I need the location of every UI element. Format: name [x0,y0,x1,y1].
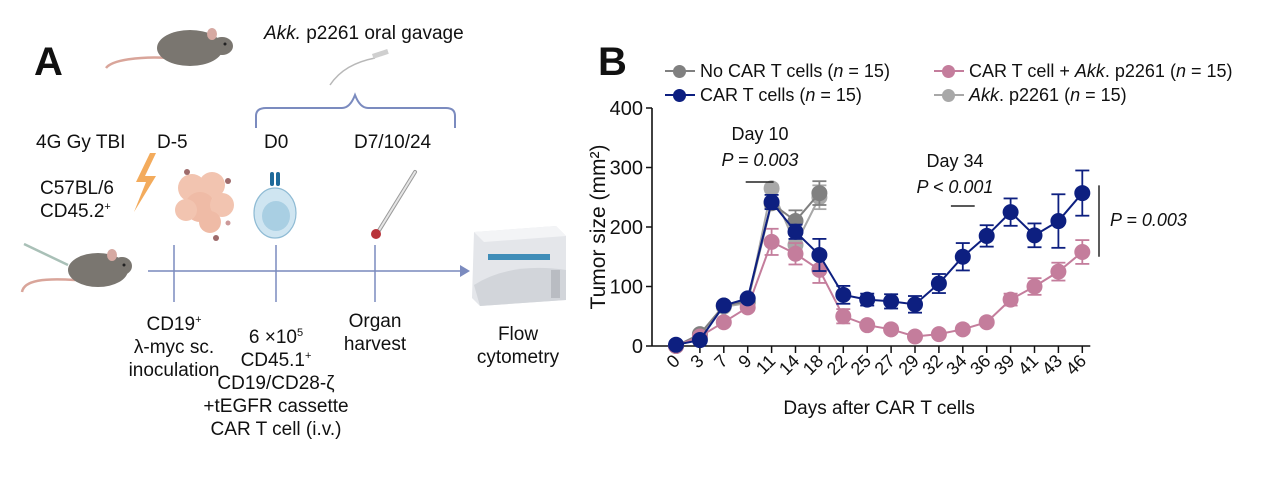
y-axis-title: Tumor size (mm²) [587,145,610,310]
day34-label: Day 34 [926,151,983,171]
car-t-cell-icon [253,172,297,239]
legend-item-akk: Akk. p2261 (n = 15) [934,84,1127,107]
y-tick-label: 200 [610,217,643,239]
series-car-t-cells-n-15- [668,169,1091,353]
data-point [859,291,876,308]
legend-marker [665,89,695,102]
timepoint-d-minus-5: D-5 [157,132,188,153]
step-car-t-infusion: 6 ×105 CD45.1+ CD19/CD28-ζ +tEGFR casset… [203,327,349,440]
data-point [954,321,971,338]
series-line [675,184,821,347]
data-point [1002,204,1019,221]
gavage-brace [255,92,456,128]
flow-cytometer-icon [472,226,566,306]
data-point [787,223,804,240]
day34-p-value: P < 0.001 [917,177,994,197]
y-tick-label: 0 [632,336,643,358]
series-no-car-t-cells-n-15- [668,180,828,354]
data-point [835,286,852,303]
data-point [907,296,923,313]
legend-item-car-t: CAR T cells (n = 15) [665,84,862,107]
legend-item-car-t-akk: CAR T cell + Akk. p2261 (n = 15) [934,60,1233,83]
x-tick-label: 0 [663,351,684,372]
legend-marker [665,65,695,78]
data-point [739,290,756,307]
series-line [675,192,1084,346]
tumor-cells-icon [175,169,234,241]
y-tick-label: 300 [610,158,643,180]
data-point [883,293,900,310]
x-tick-label: 9 [734,351,755,372]
y-tick-label: 100 [610,277,643,299]
mouse-icon [105,28,233,69]
legend-item-no-car-t: No CAR T cells (n = 15) [665,60,890,83]
data-point [763,194,780,211]
legend-marker [934,65,964,78]
data-point [1026,227,1043,244]
radiation-bolt-icon [134,153,156,212]
step-organ-harvest: Organ harvest [343,311,407,355]
harvest-probe-icon [371,170,417,239]
data-point [930,326,947,343]
data-point [763,180,780,197]
panel-b-letter: B [598,40,627,84]
data-point [978,227,995,244]
data-point [1074,243,1091,260]
timepoint-d7-10-24: D7/10/24 [354,132,432,153]
data-point [1050,213,1067,230]
tbi-label: 4G Gy TBI [36,132,126,153]
data-point [811,246,828,263]
data-point [978,314,995,331]
gavage-label: Akk. p2261 oral gavage [264,23,464,44]
step-flow-cytometry: Flow cytometry [476,324,560,368]
data-point [907,328,923,345]
x-tick-label: 7 [710,351,731,372]
data-point [954,248,971,265]
data-point [930,275,947,292]
data-point [668,336,684,353]
panel-a-schematic [20,28,566,306]
data-point [715,314,732,331]
legend-marker [934,89,964,102]
x-tick-label: 46 [1062,351,1090,379]
inoculated-mouse-icon [20,242,132,293]
data-point [1074,185,1091,202]
data-point [715,297,732,314]
strain-label: C57BL/6 CD45.2+ [40,178,114,222]
data-point [1050,263,1067,280]
step-inoculation: CD19+ λ-myc sc. inoculation [128,314,220,381]
data-point [787,245,804,262]
overall-p-value: P = 0.003 [1110,210,1187,230]
y-tick-label: 400 [610,98,643,120]
day10-p-value: P = 0.003 [722,150,799,170]
series-line [675,240,1083,347]
timeline-arrow [460,265,470,277]
data-point [811,185,828,202]
day10-label: Day 10 [731,124,788,144]
data-point [691,332,708,349]
data-point [1002,291,1019,308]
panel-a-letter: A [34,40,63,84]
x-tick-label: 3 [687,351,708,372]
data-point [883,321,900,338]
timepoint-d0: D0 [264,132,289,153]
data-point [835,308,852,325]
series-car-t-cell-akk-p2261-n-15- [668,227,1091,354]
data-point [763,233,780,250]
x-axis-title: Days after CAR T cells [783,398,974,419]
series-akk-p2261-n-15- [668,180,828,354]
data-point [859,317,876,334]
syringe-icon [329,49,389,86]
data-point [1026,278,1043,295]
